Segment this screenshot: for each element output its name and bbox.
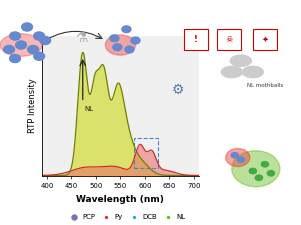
- Legend: PCP, Py, DCB, NL: PCP, Py, DCB, NL: [66, 213, 187, 222]
- Text: ⚙: ⚙: [171, 83, 184, 97]
- Text: ⚗: ⚗: [75, 31, 88, 45]
- Text: !: !: [194, 35, 197, 44]
- Y-axis label: RTP Intensity: RTP Intensity: [28, 78, 37, 133]
- Bar: [134, 138, 158, 168]
- Text: ✦: ✦: [261, 35, 268, 44]
- Text: ☠: ☠: [225, 35, 232, 44]
- X-axis label: Wavelength (nm): Wavelength (nm): [76, 195, 164, 204]
- Text: NL: NL: [84, 106, 93, 112]
- Text: NL mothballs: NL mothballs: [247, 83, 283, 88]
